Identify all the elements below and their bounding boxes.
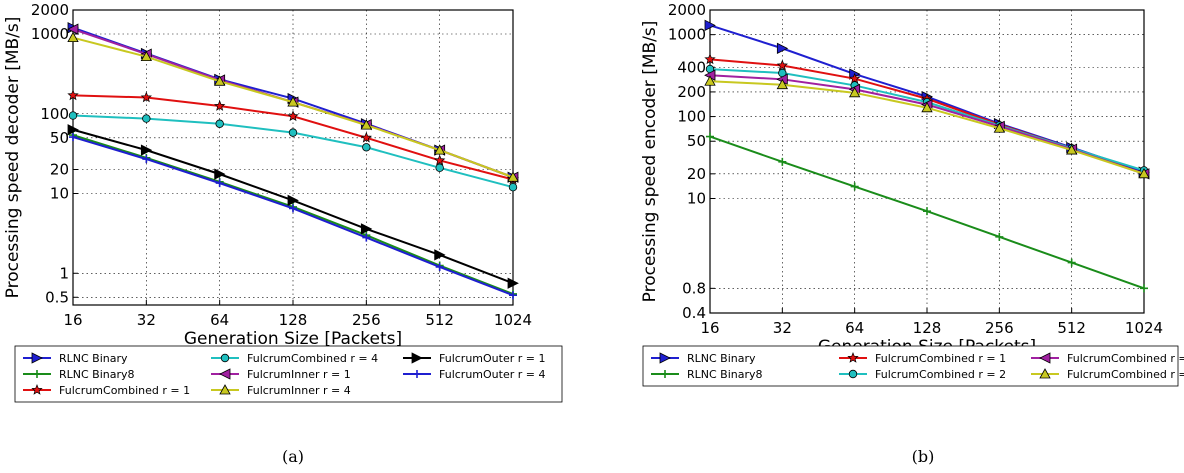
legend-label: FulcrumCombined r = 1 (875, 352, 1006, 365)
legend-label: FulcrumInner r = 1 (247, 368, 351, 381)
y-tick-label: 0.5 (45, 288, 69, 306)
x-tick-label: 256 (352, 311, 381, 329)
series-line (73, 116, 513, 188)
series-b-5 (705, 70, 1149, 179)
legend-a: RLNC Binary RLNC Binary8 FulcrumCombined r… (15, 346, 562, 402)
x-tick-label: 16 (63, 311, 82, 329)
data-point (363, 143, 371, 151)
y-tick-label: 20 (50, 161, 69, 179)
y-tick-label: 0.8 (682, 279, 706, 297)
data-point (289, 129, 297, 137)
legend-label: FulcrumOuter r = 1 (439, 352, 545, 365)
data-point (215, 101, 225, 110)
y-tick-label: 0.4 (682, 304, 706, 322)
data-point (436, 164, 444, 172)
x-tick-label: 256 (985, 319, 1014, 337)
y-axis-label: Processing speed encoder [MB/s] (640, 21, 660, 303)
caption-a: (a) (282, 447, 304, 466)
series-a-8 (69, 133, 517, 299)
legend-label: RLNC Binary (687, 352, 756, 365)
x-tick-label: 32 (137, 311, 156, 329)
legend-label: RLNC Binary (59, 352, 128, 365)
x-tick-label: 64 (210, 311, 229, 329)
legend-label: RLNC Binary8 (687, 368, 763, 381)
y-tick-label: 50 (50, 129, 69, 147)
x-tick-label: 128 (279, 311, 308, 329)
x-tick-label: 512 (1057, 319, 1086, 337)
legend-label: RLNC Binary8 (59, 368, 135, 381)
data-point (1140, 284, 1148, 292)
legend-label: FulcrumOuter r = 4 (439, 368, 545, 381)
data-point (923, 207, 931, 215)
data-point (216, 120, 224, 128)
data-point (778, 61, 788, 70)
x-tick-label: 128 (913, 319, 942, 337)
data-point (509, 183, 517, 191)
data-point (69, 133, 77, 141)
data-point (851, 183, 859, 191)
series-b-2 (706, 133, 1148, 293)
data-point (995, 233, 1003, 241)
x-tick-label: 512 (425, 311, 454, 329)
y-tick-label: 1000 (668, 26, 706, 44)
y-tick-label: 200 (677, 83, 706, 101)
legend-label: FulcrumCombined r = 2 (875, 368, 1006, 381)
y-tick-label: 10 (50, 185, 69, 203)
grid-b (710, 10, 1144, 313)
x-tick-label: 64 (845, 319, 864, 337)
legend-marker (221, 354, 229, 362)
y-tick-label: 1000 (31, 25, 69, 43)
legend-label: FulcrumCombined r = 4 (247, 352, 378, 365)
legend-label: FulcrumInner r = 4 (247, 384, 351, 397)
data-point (1068, 259, 1076, 267)
caption-b: (b) (912, 447, 935, 466)
data-point (362, 133, 372, 142)
legend-label: FulcrumCombined r = 1 (59, 384, 190, 397)
y-tick-label: 10 (687, 189, 706, 207)
x-tick-label: 1024 (494, 311, 532, 329)
y-tick-label: 20 (687, 165, 706, 183)
y-tick-label: 100 (40, 105, 69, 123)
y-tick-label: 2000 (668, 1, 706, 19)
y-tick-label: 400 (677, 58, 706, 76)
y-tick-label: 2000 (31, 1, 69, 19)
data-point (143, 115, 151, 123)
data-point (706, 133, 714, 141)
legend-b: RLNC Binary RLNC Binary8 FulcrumCombined r… (643, 346, 1184, 386)
legend-label: FulcrumCombined r = 4 (1067, 368, 1184, 381)
x-tick-label: 32 (773, 319, 792, 337)
y-axis-label: Processing speed decoder [MB/s] (3, 17, 23, 299)
legend-marker (849, 370, 857, 378)
chart-b: 16 32 64 128 256 512 1024 0.4 0.8 10 20 50 100 200 400… (640, 1, 1184, 466)
x-tick-label: 1024 (1125, 319, 1163, 337)
chart-a: 16 32 64 128 256 512 1024 0.5 1 10 20 50 100 1000 2000… (3, 1, 562, 466)
data-point (69, 112, 77, 120)
y-tick-label: 1 (59, 264, 69, 282)
legend-label: FulcrumCombined r = 3 (1067, 352, 1184, 365)
data-point (141, 145, 151, 155)
data-point (778, 158, 786, 166)
y-tick-label: 50 (687, 132, 706, 150)
y-tick-label: 100 (677, 108, 706, 126)
